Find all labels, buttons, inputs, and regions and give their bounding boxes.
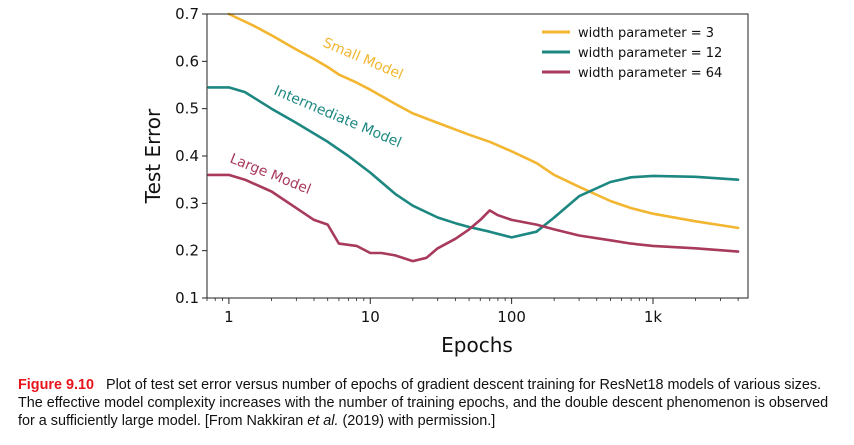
y-tick-label-6: 0.7 — [175, 5, 199, 23]
curve-label-0: Small Model — [320, 35, 405, 83]
caption-text-2: (2019) with permission.] — [338, 413, 496, 429]
curve-label-1: Intermediate Model — [271, 83, 403, 151]
caption-et-al: et al. — [307, 413, 339, 429]
x-tick-label-3: 1k — [644, 308, 663, 326]
series-line-1 — [207, 86, 740, 239]
y-tick-label-5: 0.6 — [175, 52, 199, 70]
series-line-0 — [227, 12, 740, 230]
x-tick-label-2: 100 — [497, 308, 526, 326]
legend-label-0: width parameter = 3 — [578, 26, 714, 41]
y-tick-label-3: 0.4 — [175, 147, 199, 165]
y-tick-label-2: 0.3 — [175, 194, 199, 212]
y-axis-label: Test Error — [141, 108, 165, 204]
series-layer — [207, 12, 740, 263]
caption-text-1: Plot of test set error versus number of … — [18, 377, 829, 429]
x-tick-label-1: 10 — [361, 308, 380, 326]
y-tick-label-0: 0.1 — [175, 289, 199, 307]
figure-number: Figure 9.10 — [18, 377, 94, 393]
legend-label-1: width parameter = 12 — [578, 46, 722, 61]
x-axis-label: Epochs — [441, 333, 513, 357]
ticks-layer: 0.1 0.2 0.3 0.4 0.5 0.6 0.7 1 10 100 1k — [175, 5, 739, 326]
y-tick-label-1: 0.2 — [175, 242, 199, 260]
legend-label-2: width parameter = 64 — [578, 66, 722, 81]
x-tick-label-0: 1 — [224, 308, 234, 326]
series-line-2 — [207, 173, 740, 263]
y-tick-label-4: 0.5 — [175, 100, 199, 118]
figure-caption: Figure 9.10 Plot of test set error versu… — [18, 376, 840, 430]
legend: width parameter = 3 width parameter = 12 w… — [542, 26, 722, 81]
